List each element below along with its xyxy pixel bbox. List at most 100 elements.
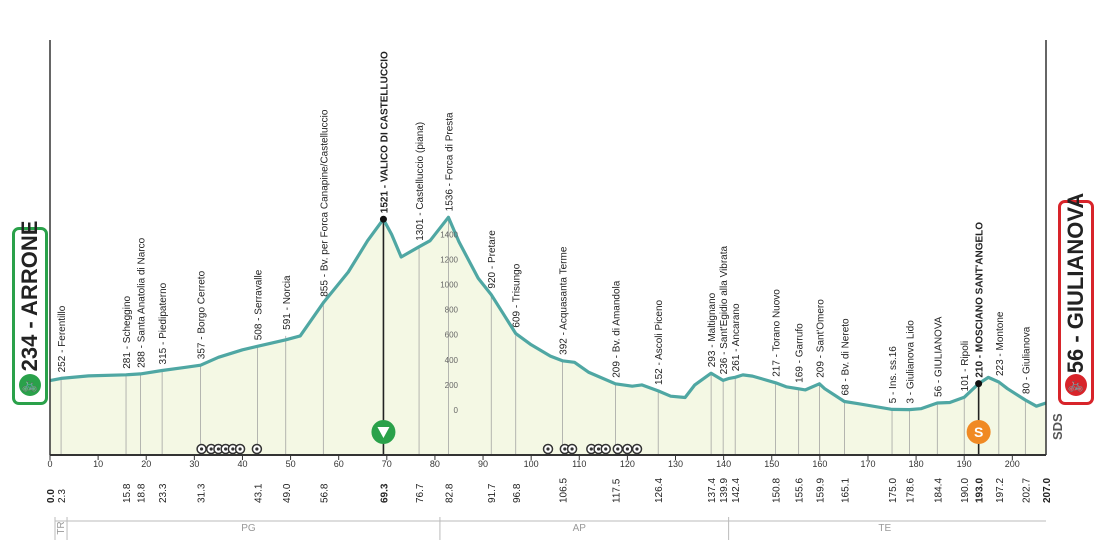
y-tick-label: 0 bbox=[454, 406, 459, 415]
x-tick-label: 120 bbox=[620, 459, 635, 469]
x-tick-label: 70 bbox=[382, 459, 392, 469]
y-tick-label: 1200 bbox=[440, 255, 458, 264]
y-tick-label: 400 bbox=[445, 356, 459, 365]
km-label: 76.7 bbox=[415, 483, 426, 503]
km-label: 56.8 bbox=[319, 483, 330, 503]
x-tick-label: 190 bbox=[957, 459, 972, 469]
place-label: 80 - Giulianova bbox=[1021, 326, 1032, 394]
sprint-dot bbox=[975, 380, 983, 388]
province-label: TR bbox=[56, 521, 67, 534]
x-tick-label: 60 bbox=[334, 459, 344, 469]
x-tick-label: 80 bbox=[430, 459, 440, 469]
x-tick-label: 30 bbox=[189, 459, 199, 469]
y-tick-label: 200 bbox=[445, 381, 459, 390]
km-label: 117.5 bbox=[611, 478, 622, 503]
km-label: 202.7 bbox=[1021, 478, 1032, 503]
province-label: PG bbox=[241, 523, 256, 534]
x-tick-label: 160 bbox=[812, 459, 827, 469]
x-tick-label: 180 bbox=[909, 459, 924, 469]
km-label: 0.0 bbox=[46, 489, 57, 503]
place-label: 236 - Sant'Egidio alla Vibrata bbox=[719, 245, 730, 374]
x-tick-label: 110 bbox=[572, 459, 586, 469]
y-tick-label: 1000 bbox=[440, 281, 458, 290]
place-label: 5 - Ins. ss.16 bbox=[888, 346, 899, 404]
tunnel-icon-core bbox=[570, 447, 574, 451]
km-label: 190.0 bbox=[960, 478, 971, 503]
km-label: 150.8 bbox=[772, 478, 783, 503]
kom-triangle-icon bbox=[377, 427, 390, 438]
place-label: 288 - Santa Anatolia di Narco bbox=[136, 237, 147, 368]
x-tick-label: 130 bbox=[668, 459, 683, 469]
place-label: 508 - Serravalle bbox=[253, 269, 264, 340]
profile-area-fill bbox=[50, 217, 1046, 455]
km-label: 18.8 bbox=[136, 483, 147, 503]
sprint-marker bbox=[966, 420, 991, 444]
tunnel-icon-core bbox=[224, 447, 228, 451]
place-label: 357 - Borgo Cerreto bbox=[197, 270, 208, 359]
km-label: 69.3 bbox=[379, 483, 390, 503]
place-label: 920 - Pretare bbox=[487, 230, 498, 289]
place-label: 209 - Bv. di Amandola bbox=[611, 280, 622, 378]
km-label: 178.6 bbox=[905, 478, 916, 503]
km-label: 15.8 bbox=[122, 483, 133, 503]
km-label: 126.4 bbox=[654, 478, 665, 503]
cyclist-icon: 🚲 bbox=[1065, 374, 1087, 396]
place-label: 3 - Giulianova Lido bbox=[905, 320, 916, 404]
brand-logo: SDS bbox=[1050, 413, 1065, 440]
start-label: 234 - ARRONE bbox=[17, 220, 42, 372]
km-label: 49.0 bbox=[282, 483, 293, 503]
place-label: 1536 - Forca di Presta bbox=[444, 112, 455, 211]
x-tick-label: 0 bbox=[47, 459, 52, 469]
x-tick-label: 10 bbox=[93, 459, 103, 469]
km-label: 137.4 bbox=[707, 478, 718, 503]
km-label: 82.8 bbox=[444, 483, 455, 503]
province-label: AP bbox=[573, 523, 587, 534]
x-tick-label: 40 bbox=[237, 459, 247, 469]
place-label: 210 - MOSCIANO SANT'ANGELO bbox=[975, 222, 986, 378]
place-label: 281 - Scheggino bbox=[122, 295, 133, 368]
km-label: 142.4 bbox=[731, 478, 742, 503]
place-label: 152 - Ascoli Piceno bbox=[654, 299, 665, 384]
km-label: 2.3 bbox=[57, 489, 68, 503]
tunnel-icon-core bbox=[209, 447, 213, 451]
sprint-label: S bbox=[974, 424, 983, 440]
x-tick-label: 170 bbox=[860, 459, 875, 469]
km-label: 207.0 bbox=[1042, 478, 1053, 503]
x-tick-label: 100 bbox=[524, 459, 539, 469]
tunnel-icon-core bbox=[231, 447, 235, 451]
km-label: 31.3 bbox=[197, 483, 208, 503]
km-label: 91.7 bbox=[487, 483, 498, 503]
km-label: 165.1 bbox=[840, 478, 851, 503]
x-tick-label: 50 bbox=[286, 459, 296, 469]
tunnel-icon-core bbox=[589, 447, 593, 451]
start-badge: 234 - ARRONE 🚲 bbox=[12, 221, 48, 405]
tunnel-icon-core bbox=[546, 447, 550, 451]
finish-label: 56 - GIULIANOVA bbox=[1063, 192, 1088, 373]
x-tick-label: 140 bbox=[716, 459, 731, 469]
y-tick-label: 600 bbox=[445, 331, 459, 340]
km-label: 96.8 bbox=[512, 483, 523, 503]
km-label: 23.3 bbox=[158, 483, 169, 503]
x-tick-label: 90 bbox=[478, 459, 488, 469]
km-label: 159.9 bbox=[815, 478, 826, 503]
place-label: 293 - Maltignano bbox=[707, 292, 718, 367]
tunnel-icon-core bbox=[199, 447, 204, 451]
place-label: 68 - Bv. di Nereto bbox=[840, 318, 851, 396]
tunnel-icon-core bbox=[255, 447, 259, 451]
tunnel-icon-core bbox=[596, 447, 601, 451]
place-label: 261 - Ancarano bbox=[731, 303, 742, 371]
place-label: 392 - Acquasanta Terme bbox=[558, 246, 569, 355]
place-label: 1301 - Castelluccio (piana) bbox=[415, 122, 426, 241]
place-label: 609 - Trisungo bbox=[512, 263, 523, 327]
km-label: 193.0 bbox=[975, 478, 986, 503]
tunnel-icon-core bbox=[604, 447, 608, 451]
place-label: 101 - Ripoli bbox=[960, 341, 971, 392]
tunnel-icon-core bbox=[238, 447, 242, 451]
place-label: 252 - Ferentillo bbox=[57, 305, 68, 372]
finish-badge: 56 - GIULIANOVA 🚲 bbox=[1058, 192, 1094, 405]
km-label: 139.9 bbox=[719, 478, 730, 503]
km-label: 43.1 bbox=[253, 483, 264, 503]
tunnel-icon-core bbox=[616, 447, 620, 451]
km-label: 106.5 bbox=[558, 478, 569, 503]
